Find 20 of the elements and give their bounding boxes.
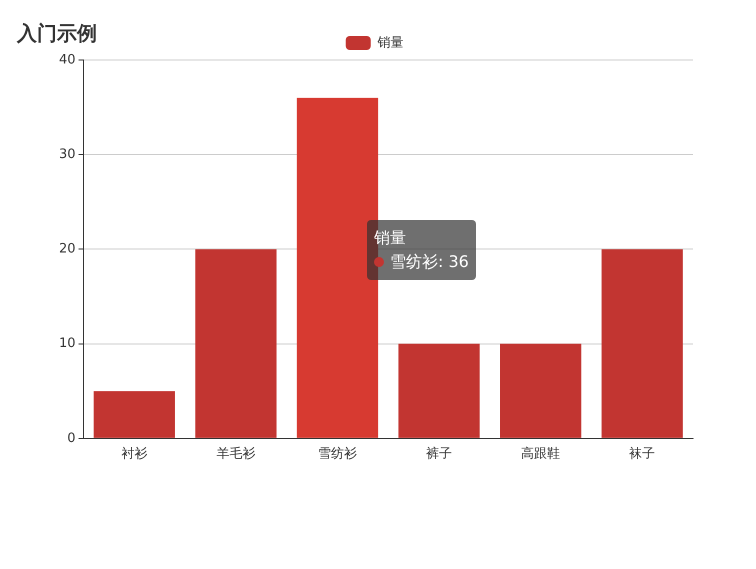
y-tick-label: 10 bbox=[58, 336, 76, 352]
bar bbox=[94, 391, 175, 438]
legend-label: 销量 bbox=[376, 35, 404, 50]
x-tick-label: 高跟鞋 bbox=[521, 446, 560, 462]
bar bbox=[398, 344, 480, 438]
annotation: 雪纺衫: 36 bbox=[390, 251, 469, 273]
y-tick-label: 40 bbox=[58, 52, 76, 68]
y-tick-label: 30 bbox=[58, 146, 76, 162]
bar bbox=[602, 249, 683, 438]
x-tick-label: 雪纺衫 bbox=[318, 446, 357, 462]
y-tick-label: 20 bbox=[58, 242, 76, 257]
bar bbox=[195, 249, 277, 438]
chart-title: 入门示例 bbox=[17, 20, 97, 47]
x-tick-label: 袜子 bbox=[629, 446, 656, 462]
bar bbox=[500, 344, 582, 438]
x-tick-label: 羊毛衫 bbox=[216, 446, 256, 462]
y-tick-label: 0 bbox=[67, 430, 76, 446]
x-tick-label: 裤子 bbox=[426, 446, 452, 462]
text: 销量 bbox=[374, 228, 406, 247]
x-tick-label: 衬衫 bbox=[121, 446, 148, 462]
